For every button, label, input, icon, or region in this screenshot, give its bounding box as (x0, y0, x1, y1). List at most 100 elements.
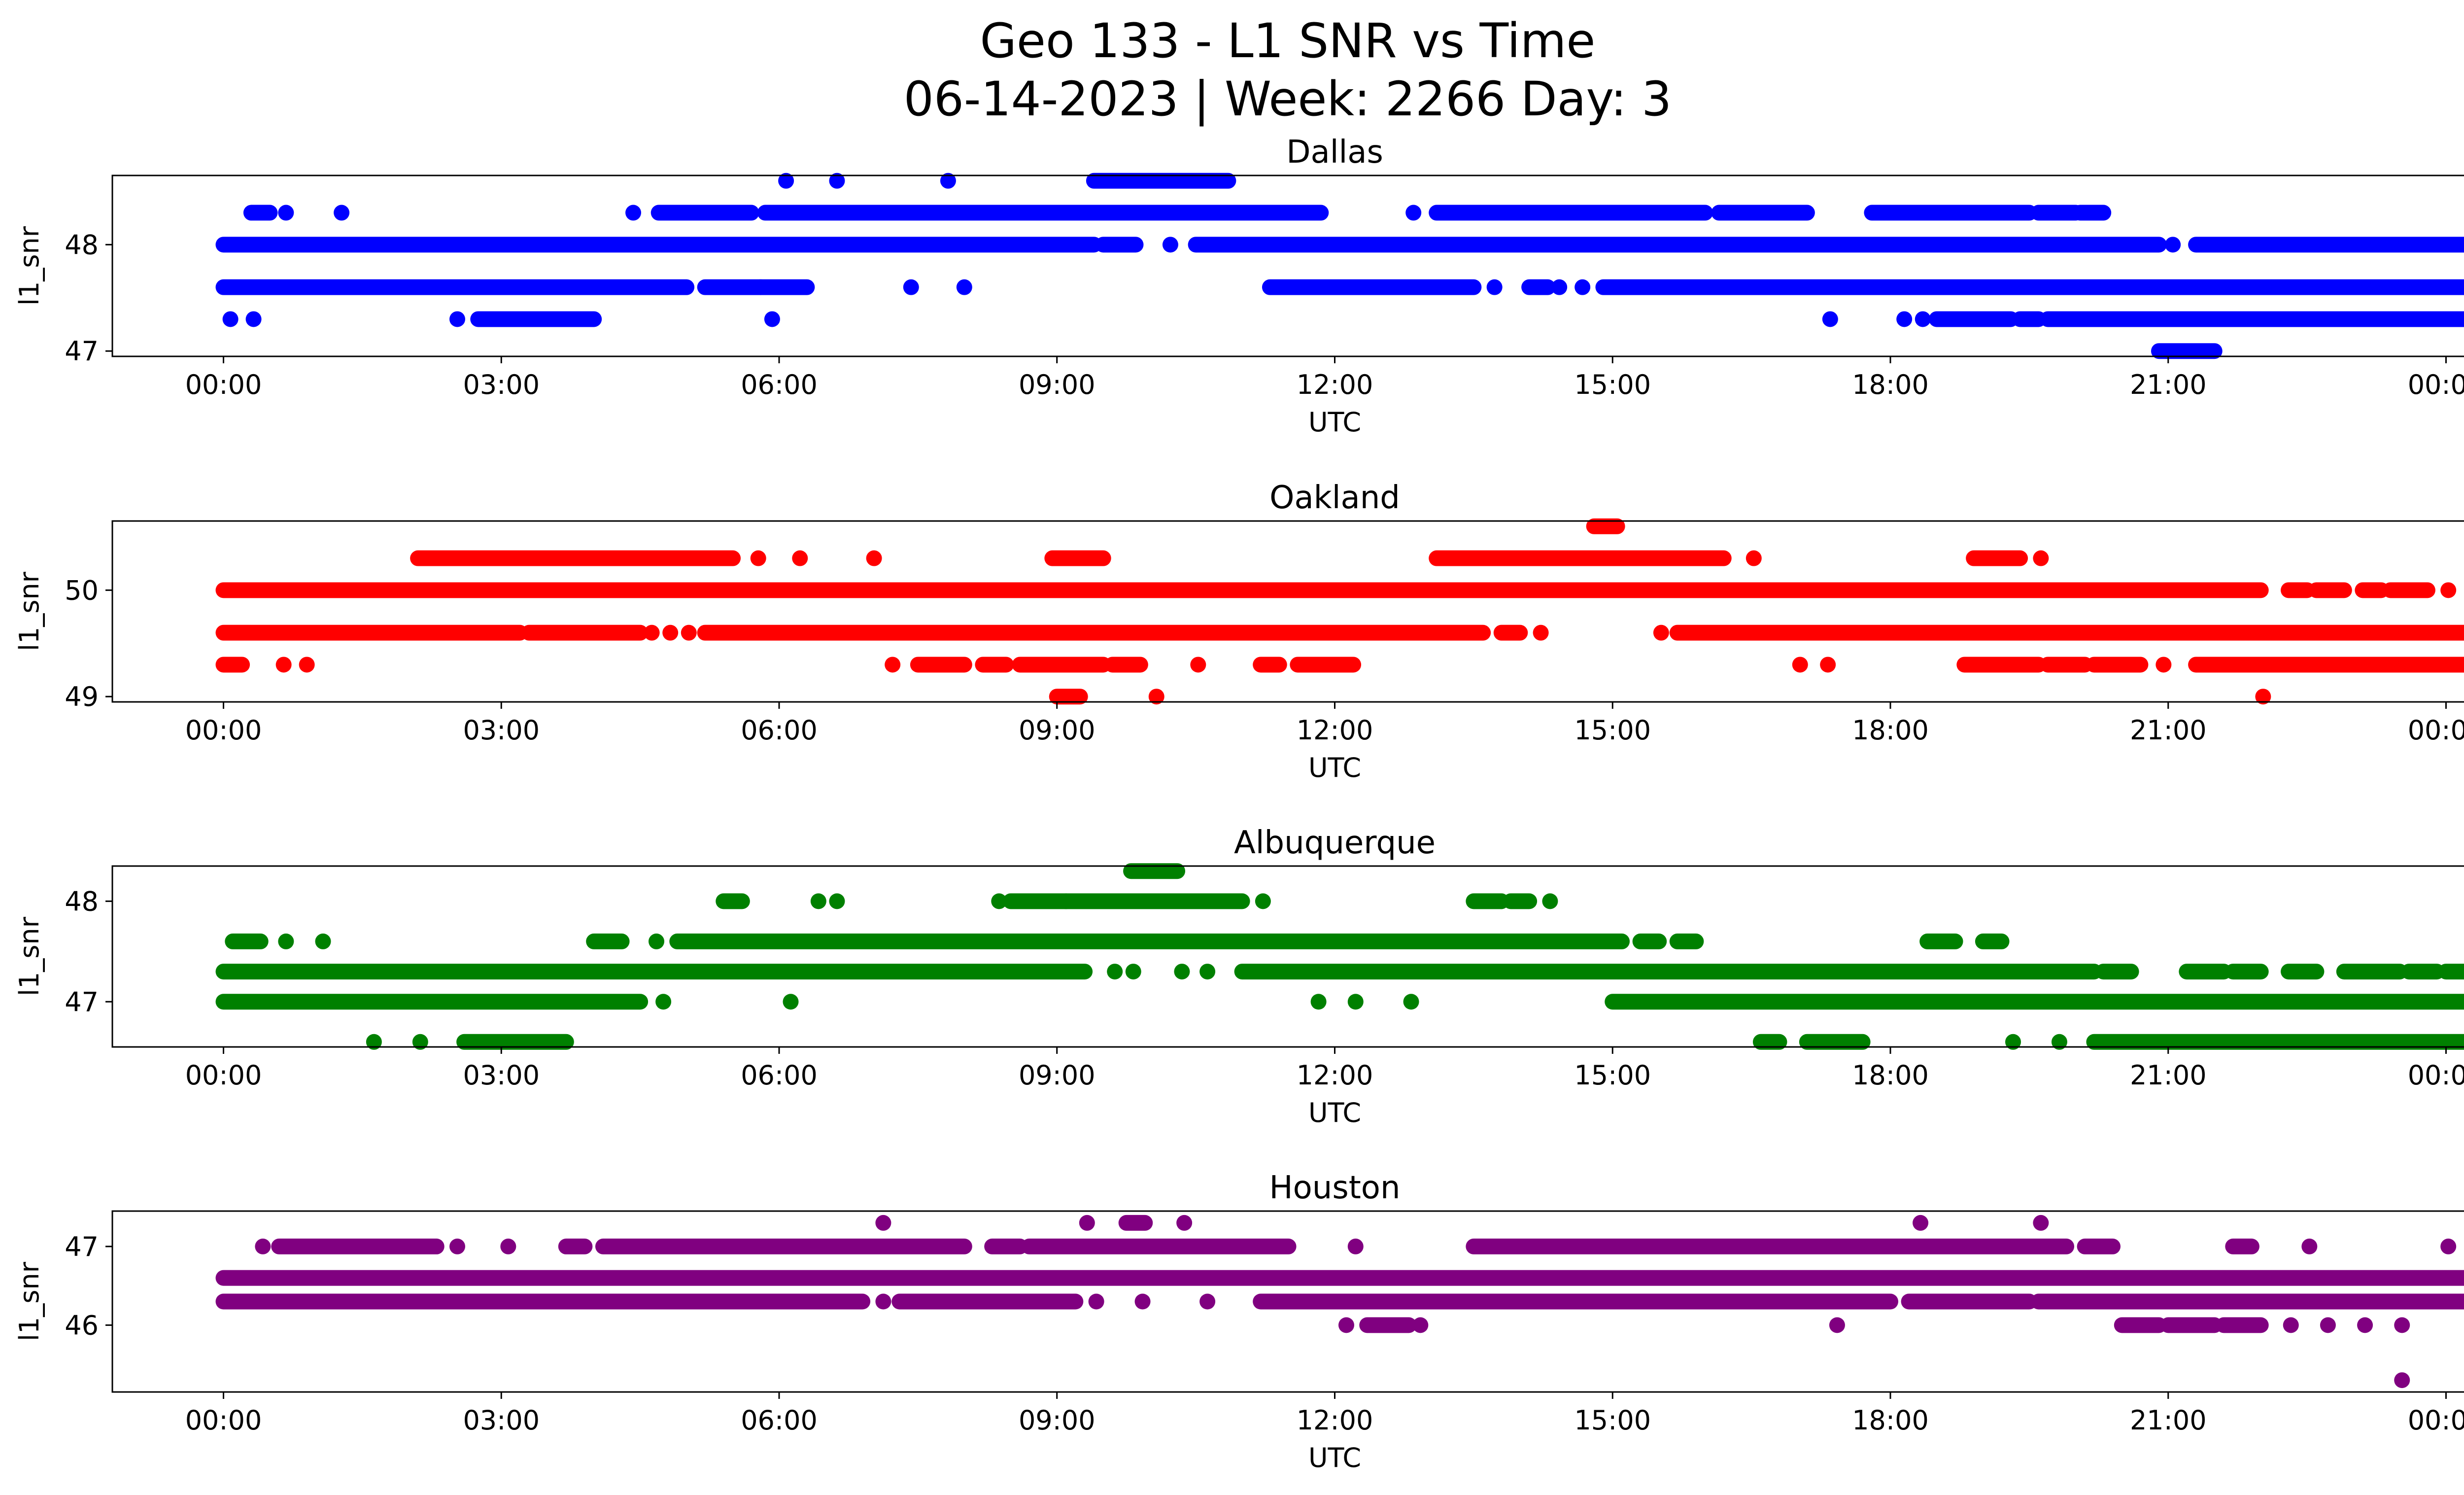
data-point (2320, 1317, 2336, 1333)
x-axis-label: UTC (1308, 752, 1361, 783)
data-point (903, 279, 919, 295)
x-tick-label: 00:00 (2408, 715, 2464, 746)
data-point-run (1919, 933, 1963, 949)
data-point (1792, 205, 1808, 221)
x-tick-label: 18:00 (1852, 369, 1929, 400)
data-point (1820, 657, 1836, 673)
data-point-run (2030, 205, 2084, 221)
data-point-run (1799, 1034, 1871, 1050)
panel-albuquerque: 00:00 03:00 06:00 09:00 12:00 15:00 18:00 21:00… (14, 825, 2464, 1128)
data-point-run (271, 1238, 445, 1254)
x-axis-label: UTC (1308, 1097, 1361, 1128)
data-point (2440, 1238, 2457, 1254)
data-point (1079, 1215, 1095, 1231)
data-point (750, 550, 766, 566)
data-point-run (225, 933, 269, 949)
x-axis-label: UTC (1308, 1442, 1361, 1473)
data-point-run (1234, 964, 2102, 980)
data-point (2165, 237, 2181, 253)
data-point-run (2160, 1317, 2223, 1333)
x-tick-label: 00:00 (185, 1060, 262, 1091)
data-point (1653, 625, 1669, 641)
data-point-run (1118, 1215, 1153, 1231)
data-point (829, 893, 845, 909)
data-point-run (2086, 657, 2149, 673)
data-point-run (975, 657, 1014, 673)
data-point-run (1521, 279, 1556, 295)
data-point-run (1928, 311, 2019, 327)
data-point-run (1095, 237, 1144, 253)
data-point-run (2281, 964, 2325, 980)
x-tick-label: 15:00 (1574, 715, 1651, 746)
data-point (1174, 964, 1190, 980)
data-point-run (1669, 625, 2464, 641)
panel-title: Dallas (1286, 134, 1383, 171)
data-point-run (2225, 964, 2269, 980)
data-point-run (1669, 933, 1704, 949)
data-point-run (595, 1238, 972, 1254)
data-point-run (1429, 205, 1713, 221)
data-point (2283, 1317, 2299, 1333)
y-axis-label: l1_snr (14, 916, 45, 996)
data-point-run (521, 625, 649, 641)
x-tick-label: 09:00 (1019, 1405, 1095, 1436)
data-point-run (1359, 1317, 1417, 1333)
x-tick-label: 15:00 (1574, 1405, 1651, 1436)
data-point-run (215, 994, 649, 1010)
x-tick-label: 00:00 (185, 1405, 262, 1436)
figure-subtitle: 06-14-2023 | Week: 2266 Day: 3 (903, 71, 1672, 127)
data-point (222, 311, 239, 327)
x-tick-label: 06:00 (741, 715, 818, 746)
data-point (2394, 1372, 2410, 1389)
data-point-run (1002, 893, 1074, 909)
data-point (334, 205, 350, 221)
data-point-run (697, 279, 769, 295)
data-point (875, 1215, 891, 1231)
x-tick-label: 00:00 (185, 715, 262, 746)
data-point-run (2040, 311, 2464, 327)
data-point (1125, 964, 1141, 980)
x-tick-label: 03:00 (463, 1405, 540, 1436)
scatter-points-dallas (215, 173, 2464, 359)
data-point-run (1044, 550, 1111, 566)
data-point-run (2072, 205, 2112, 221)
data-point (1403, 994, 1419, 1010)
data-point-run (2151, 343, 2223, 359)
y-tick-label: 47 (65, 1231, 99, 1262)
data-point-run (1632, 933, 1667, 949)
data-point-run (410, 550, 741, 566)
data-point (940, 173, 956, 189)
x-axis-label: UTC (1308, 407, 1361, 438)
data-point-run (2382, 582, 2435, 598)
data-point (278, 933, 294, 949)
plot-frame (111, 520, 2464, 703)
data-point-run (215, 1270, 2464, 1286)
data-point-run (2401, 964, 2445, 980)
data-point-run (669, 933, 1630, 949)
x-tick-label: 06:00 (741, 369, 818, 400)
data-point (449, 1238, 465, 1254)
y-tick-label: 47 (65, 986, 99, 1017)
data-point (1088, 1293, 1104, 1310)
data-point (449, 311, 465, 327)
data-point (1405, 205, 1422, 221)
data-point-run (650, 205, 759, 221)
data-point (885, 657, 901, 673)
data-point-run (753, 279, 815, 295)
data-point-run (1752, 1034, 1787, 1050)
data-point-run (558, 1238, 593, 1254)
data-point (2033, 1215, 2049, 1231)
data-point (245, 311, 262, 327)
panel-title: Oakland (1269, 480, 1400, 516)
data-point (956, 279, 972, 295)
data-point (2005, 1034, 2021, 1050)
data-point-run (2355, 582, 2389, 598)
x-tick-label: 21:00 (2130, 715, 2207, 746)
data-point-run (2179, 964, 2232, 980)
data-point-run (1586, 518, 1625, 534)
data-point-run (2216, 1317, 2269, 1333)
data-point (778, 173, 794, 189)
data-point (1176, 1215, 1193, 1231)
data-point (662, 625, 679, 641)
